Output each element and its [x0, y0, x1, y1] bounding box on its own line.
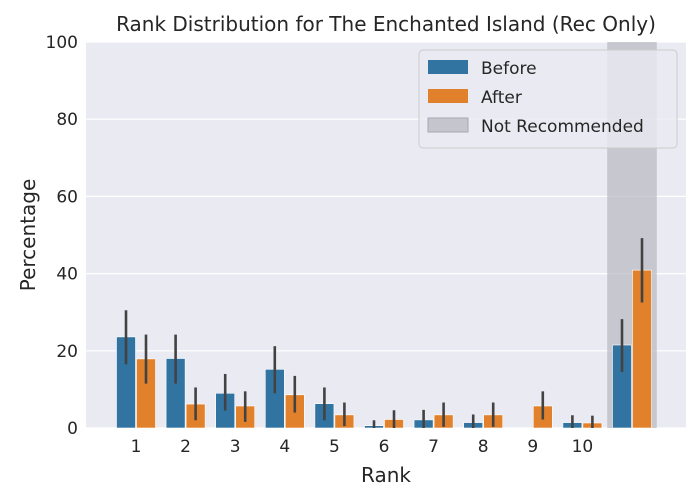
x-axis-label: Rank	[361, 463, 411, 487]
y-axis-ticks: 0 20 40 60 80 100	[46, 33, 78, 439]
x-tick-label: 1	[131, 437, 142, 457]
chart-title: Rank Distribution for The Enchanted Isla…	[116, 12, 656, 36]
bars-group	[116, 269, 652, 429]
legend: Before After Not Recommended	[418, 49, 678, 149]
legend-box	[418, 49, 678, 149]
y-tick-label: 20	[56, 342, 78, 362]
y-tick-label: 40	[56, 265, 78, 285]
x-tick-label: 9	[527, 437, 538, 457]
x-tick-label: 7	[428, 437, 439, 457]
y-tick-label: 60	[56, 187, 78, 207]
legend-label-not-recommended: Not Recommended	[481, 117, 644, 137]
x-axis-ticks: 1 2 3 4 5 6 7 8 9 10	[131, 437, 594, 457]
legend-swatch-before	[428, 60, 468, 74]
x-tick-label: 10	[572, 437, 594, 457]
legend-label-before: Before	[481, 59, 537, 79]
legend-swatch-after	[428, 89, 468, 103]
x-tick-label: 6	[379, 437, 390, 457]
y-tick-label: 0	[67, 419, 78, 439]
x-tick-label: 8	[478, 437, 489, 457]
x-tick-label: 4	[279, 437, 290, 457]
x-tick-label: 3	[230, 437, 241, 457]
error-bars-group	[124, 238, 644, 428]
x-tick-label: 5	[329, 437, 340, 457]
legend-label-after: After	[481, 88, 522, 108]
y-axis-label: Percentage	[16, 179, 40, 292]
y-tick-label: 80	[56, 110, 78, 130]
legend-swatch-not-recommended	[427, 117, 469, 133]
x-tick-label: 2	[180, 437, 191, 457]
y-tick-label: 100	[46, 33, 78, 53]
